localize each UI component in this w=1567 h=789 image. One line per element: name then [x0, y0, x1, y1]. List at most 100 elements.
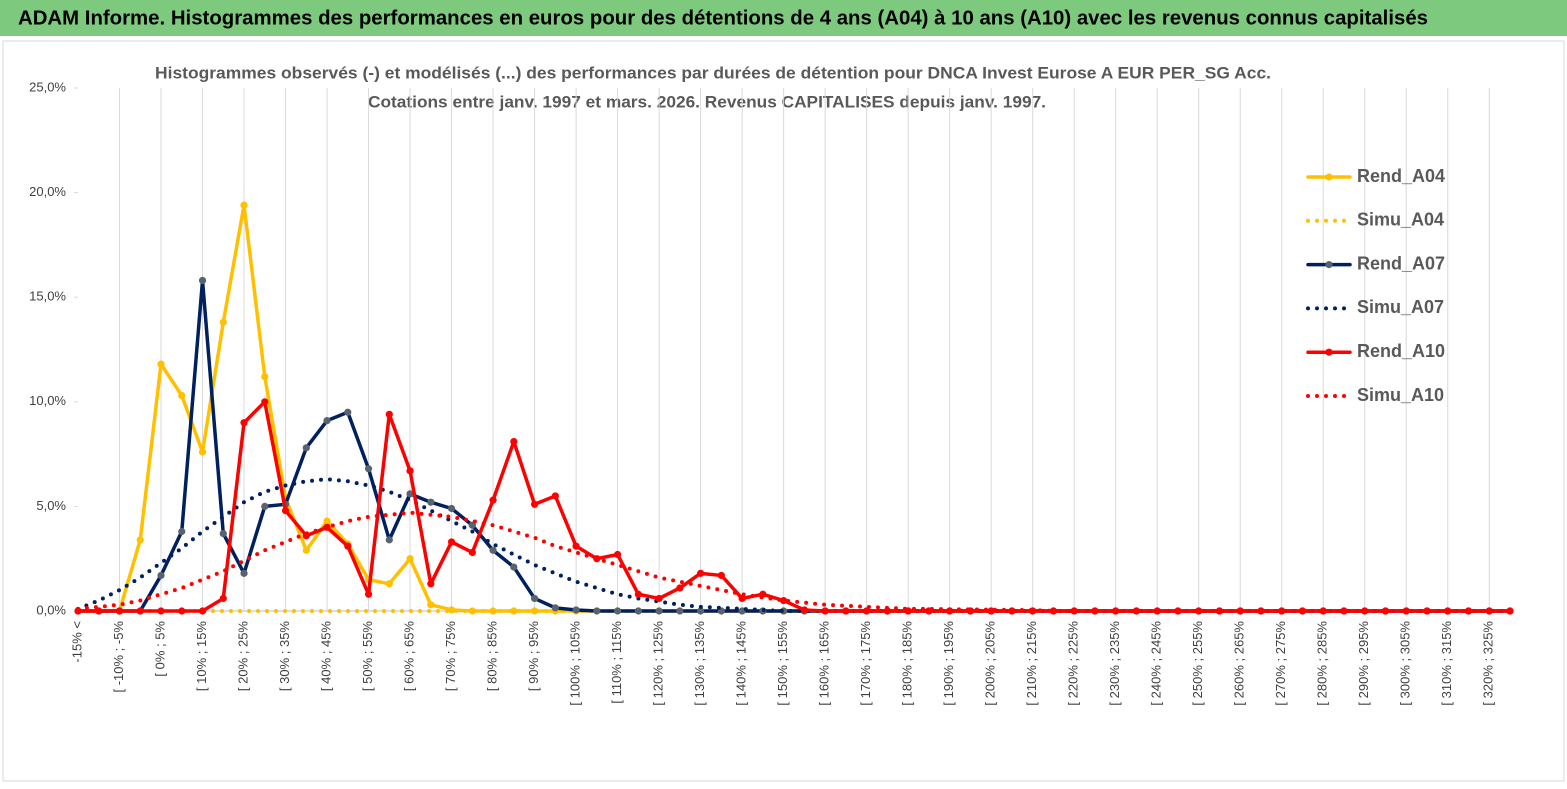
- point: [447, 538, 456, 546]
- point: [406, 555, 414, 563]
- point: [613, 607, 622, 615]
- point: [302, 546, 310, 554]
- x-tick-label: [ 250% ; 255%: [1190, 621, 1205, 706]
- point: [655, 594, 663, 603]
- x-tick-label: [ 50% ; 55%: [360, 621, 375, 692]
- point: [489, 496, 497, 504]
- legend-label: Simu_A10: [1357, 385, 1444, 405]
- legend-label: Rend_A07: [1357, 253, 1445, 273]
- x-tick-label: [ 60% ; 65%: [401, 621, 416, 692]
- x-tick-label: [ 170% ; 175%: [858, 621, 873, 706]
- point: [717, 571, 725, 580]
- point: [468, 548, 476, 557]
- x-tick-label: [ -10% ; -5%: [111, 621, 126, 693]
- point: [136, 536, 144, 544]
- point: [240, 569, 248, 577]
- x-tick-label: [ 120% ; 125%: [651, 621, 666, 706]
- point: [1049, 607, 1058, 615]
- point: [219, 318, 227, 326]
- x-tick-label: [ 40% ; 45%: [318, 621, 333, 692]
- point: [385, 580, 393, 588]
- point: [1319, 607, 1327, 615]
- point: [157, 360, 165, 368]
- x-tick-label: [ 70% ; 75%: [443, 621, 458, 692]
- x-tick-label: [ 160% ; 165%: [817, 621, 832, 706]
- y-tick-label: 0,0%: [36, 602, 66, 617]
- point: [198, 607, 207, 615]
- point: [281, 506, 290, 515]
- point: [302, 444, 310, 452]
- x-tick-label: [ 190% ; 195%: [941, 621, 956, 706]
- point: [364, 465, 373, 473]
- point: [510, 607, 518, 615]
- point: [510, 437, 518, 446]
- point: [676, 607, 684, 615]
- point: [676, 584, 684, 592]
- point: [219, 529, 227, 538]
- y-tick-label: 25,0%: [29, 79, 66, 94]
- x-tick-label: [ 140% ; 145%: [734, 621, 749, 706]
- x-tick-label: [ 150% ; 155%: [775, 621, 790, 706]
- x-tick-label: [ 100% ; 105%: [568, 621, 583, 706]
- point: [427, 498, 435, 506]
- point: [261, 373, 269, 381]
- x-tick-label: [ 0% ; 5%: [152, 621, 167, 677]
- point: [551, 492, 559, 500]
- point: [364, 590, 373, 598]
- point: [1257, 607, 1265, 615]
- x-tick-label: [ 220% ; 225%: [1066, 621, 1081, 706]
- point: [344, 542, 352, 550]
- x-tick-label: [ 90% ; 95%: [526, 621, 541, 692]
- point: [530, 594, 539, 603]
- x-tick-label: [ 310% ; 315%: [1439, 621, 1454, 706]
- x-tick-label: [ 230% ; 235%: [1107, 621, 1122, 706]
- point: [489, 546, 497, 554]
- point: [572, 542, 580, 550]
- point: [427, 580, 435, 588]
- y-tick-label: 20,0%: [29, 184, 66, 199]
- model-line: [76, 510, 1512, 613]
- point: [572, 606, 580, 614]
- point: [385, 536, 393, 544]
- x-tick-label: [ 240% ; 245%: [1149, 621, 1164, 706]
- point: [261, 502, 269, 510]
- point: [697, 569, 705, 577]
- chart-title: Histogrammes observés (-) et modélisés (…: [155, 63, 1271, 82]
- x-tick-label: [ 80% ; 85%: [485, 621, 500, 692]
- point: [115, 607, 124, 615]
- point: [530, 500, 539, 508]
- header-bar: [0, 0, 1567, 36]
- legend-marker: [1325, 173, 1333, 181]
- legend-label: Simu_A07: [1357, 297, 1444, 317]
- y-tick-label: 5,0%: [36, 498, 66, 513]
- point: [198, 448, 207, 456]
- x-tick-label: [ 180% ; 185%: [900, 621, 915, 706]
- point: [136, 607, 144, 615]
- legend-label: Simu_A04: [1357, 210, 1444, 230]
- point: [323, 517, 331, 525]
- point: [510, 563, 518, 571]
- point: [406, 490, 414, 498]
- point: [178, 391, 186, 400]
- header-title: ADAM Informe. Histogrammes des performan…: [18, 7, 1428, 29]
- point: [1381, 607, 1390, 615]
- x-tick-label: [ 290% ; 295%: [1356, 621, 1371, 706]
- point: [261, 398, 269, 406]
- y-tick-label: 10,0%: [29, 393, 66, 408]
- point: [780, 596, 788, 605]
- x-tick-label: [ 10% ; 15%: [194, 621, 209, 692]
- point: [551, 604, 559, 612]
- point: [95, 607, 103, 615]
- y-tick-label: 15,0%: [29, 289, 66, 304]
- point: [842, 607, 850, 615]
- point: [634, 607, 642, 615]
- point: [613, 550, 622, 559]
- point: [738, 594, 746, 603]
- point: [1112, 607, 1120, 615]
- x-tick-label: [ 280% ; 285%: [1315, 621, 1330, 706]
- point: [198, 276, 207, 285]
- point: [697, 607, 705, 615]
- point: [178, 607, 186, 615]
- point: [1444, 607, 1452, 615]
